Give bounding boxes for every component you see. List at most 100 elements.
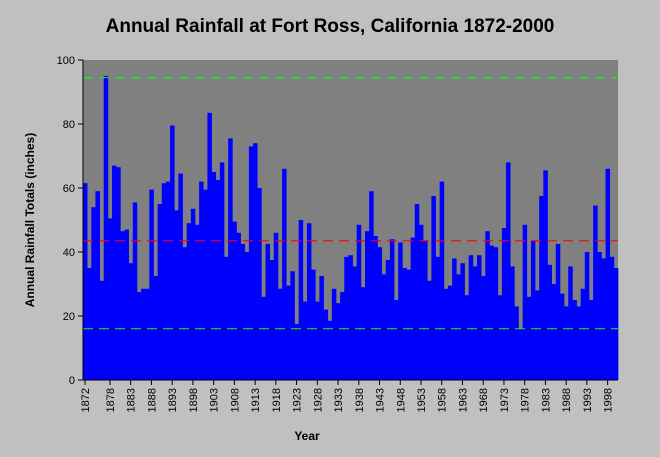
bar-1917 (269, 260, 275, 380)
bar-1944 (381, 274, 387, 380)
bar-1957 (435, 256, 441, 380)
bar-1893 (170, 125, 175, 380)
bar-1945 (385, 260, 391, 380)
bar-2000 (613, 268, 619, 380)
bar-1960 (447, 285, 453, 380)
bar-1985 (551, 284, 557, 380)
x-tick-label-1983: 1983 (540, 388, 552, 412)
bar-1900 (199, 181, 204, 380)
plot-area: 0 20 40 60 80 100 1872 1878 1883 1888 1893 1898 1903… (57, 55, 619, 412)
bar-1968 (481, 276, 486, 380)
bar-1986 (555, 244, 561, 380)
bar-1889 (153, 276, 158, 380)
x-tick-label-1918: 1918 (271, 388, 283, 412)
bar-1993 (584, 252, 590, 380)
x-tick-label-1872: 1872 (80, 388, 92, 412)
bar-1971 (493, 247, 499, 380)
bar-1946 (389, 239, 395, 380)
bar-1895 (178, 173, 183, 380)
x-tick-label-1978: 1978 (520, 388, 532, 412)
bar-1918 (273, 232, 279, 380)
bar-1949 (402, 268, 407, 380)
x-tick-label-1938: 1938 (354, 388, 366, 412)
bar-1919 (277, 288, 283, 380)
x-tick-label-1948: 1948 (395, 388, 407, 412)
bar-1956 (431, 196, 436, 380)
bar-1874 (91, 207, 96, 380)
bar-1935 (344, 256, 349, 380)
bar-1881 (120, 231, 125, 380)
x-tick-label-1903: 1903 (209, 388, 221, 412)
bar-1970 (489, 245, 494, 380)
bar-1983 (543, 170, 548, 380)
bar-1912 (248, 146, 254, 380)
chart-title: Annual Rainfall at Fort Ross, California… (106, 16, 555, 37)
bar-1975 (510, 266, 515, 380)
bar-1941 (369, 191, 374, 380)
bar-1886 (141, 288, 146, 380)
bar-1994 (588, 300, 594, 380)
bar-1948 (398, 242, 403, 380)
x-tick-label-1898: 1898 (188, 388, 200, 412)
bar-1891 (161, 183, 167, 380)
y-tick-label-60: 60 (63, 183, 75, 195)
bar-1904 (215, 180, 221, 380)
bar-1872 (83, 183, 88, 380)
bar-1898 (190, 208, 196, 380)
bar-1925 (302, 301, 308, 380)
bar-1954 (423, 240, 428, 380)
x-tick-label-1923: 1923 (292, 388, 304, 412)
y-tick-label-0: 0 (69, 375, 75, 387)
bar-1973 (501, 228, 507, 380)
y-tick-label-20: 20 (63, 311, 75, 323)
x-tick-label-1968: 1968 (478, 388, 490, 412)
bar-1907 (228, 138, 233, 380)
x-tick-label-1953: 1953 (416, 388, 428, 412)
x-tick-label-1963: 1963 (457, 388, 469, 412)
bar-1967 (476, 255, 482, 380)
bar-1998 (605, 168, 611, 380)
bar-1896 (182, 247, 188, 380)
bar-1940 (365, 231, 370, 380)
x-tick-label-1908: 1908 (229, 388, 241, 412)
bar-1921 (286, 285, 291, 380)
bar-1987 (559, 293, 565, 380)
bar-1991 (576, 306, 582, 380)
bar-1915 (261, 296, 266, 380)
bar-1955 (427, 280, 432, 380)
bar-1897 (186, 223, 192, 380)
bar-1910 (240, 244, 246, 380)
bar-1990 (572, 300, 577, 380)
bar-1879 (112, 165, 117, 380)
bar-1989 (568, 266, 573, 380)
bar-1964 (464, 295, 470, 380)
bar-1930 (323, 309, 329, 380)
bar-1880 (116, 167, 121, 380)
y-tick-label-40: 40 (63, 247, 75, 259)
bar-1933 (335, 303, 341, 380)
bar-1916 (265, 244, 270, 380)
bar-1984 (547, 264, 552, 380)
bar-1996 (597, 252, 602, 380)
bar-1923 (294, 324, 300, 380)
x-tick-label-1888: 1888 (146, 388, 158, 412)
x-tick-label-1958: 1958 (437, 388, 449, 412)
bar-1931 (327, 320, 333, 380)
bar-1903 (211, 172, 217, 380)
bar-1943 (377, 247, 382, 380)
bar-1937 (352, 266, 358, 380)
y-tick-label-80: 80 (63, 119, 75, 131)
bar-1972 (497, 295, 503, 380)
bar-1962 (456, 274, 461, 380)
bar-1959 (443, 288, 449, 380)
bar-1997 (601, 258, 606, 380)
bar-1932 (331, 288, 337, 380)
x-tick-label-1988: 1988 (561, 388, 573, 412)
y-tick-label-100: 100 (57, 55, 75, 67)
bar-1963 (460, 263, 465, 380)
bar-1929 (319, 276, 324, 380)
bar-1883 (128, 263, 134, 380)
bar-1876 (99, 280, 105, 380)
bar-1947 (394, 300, 399, 380)
